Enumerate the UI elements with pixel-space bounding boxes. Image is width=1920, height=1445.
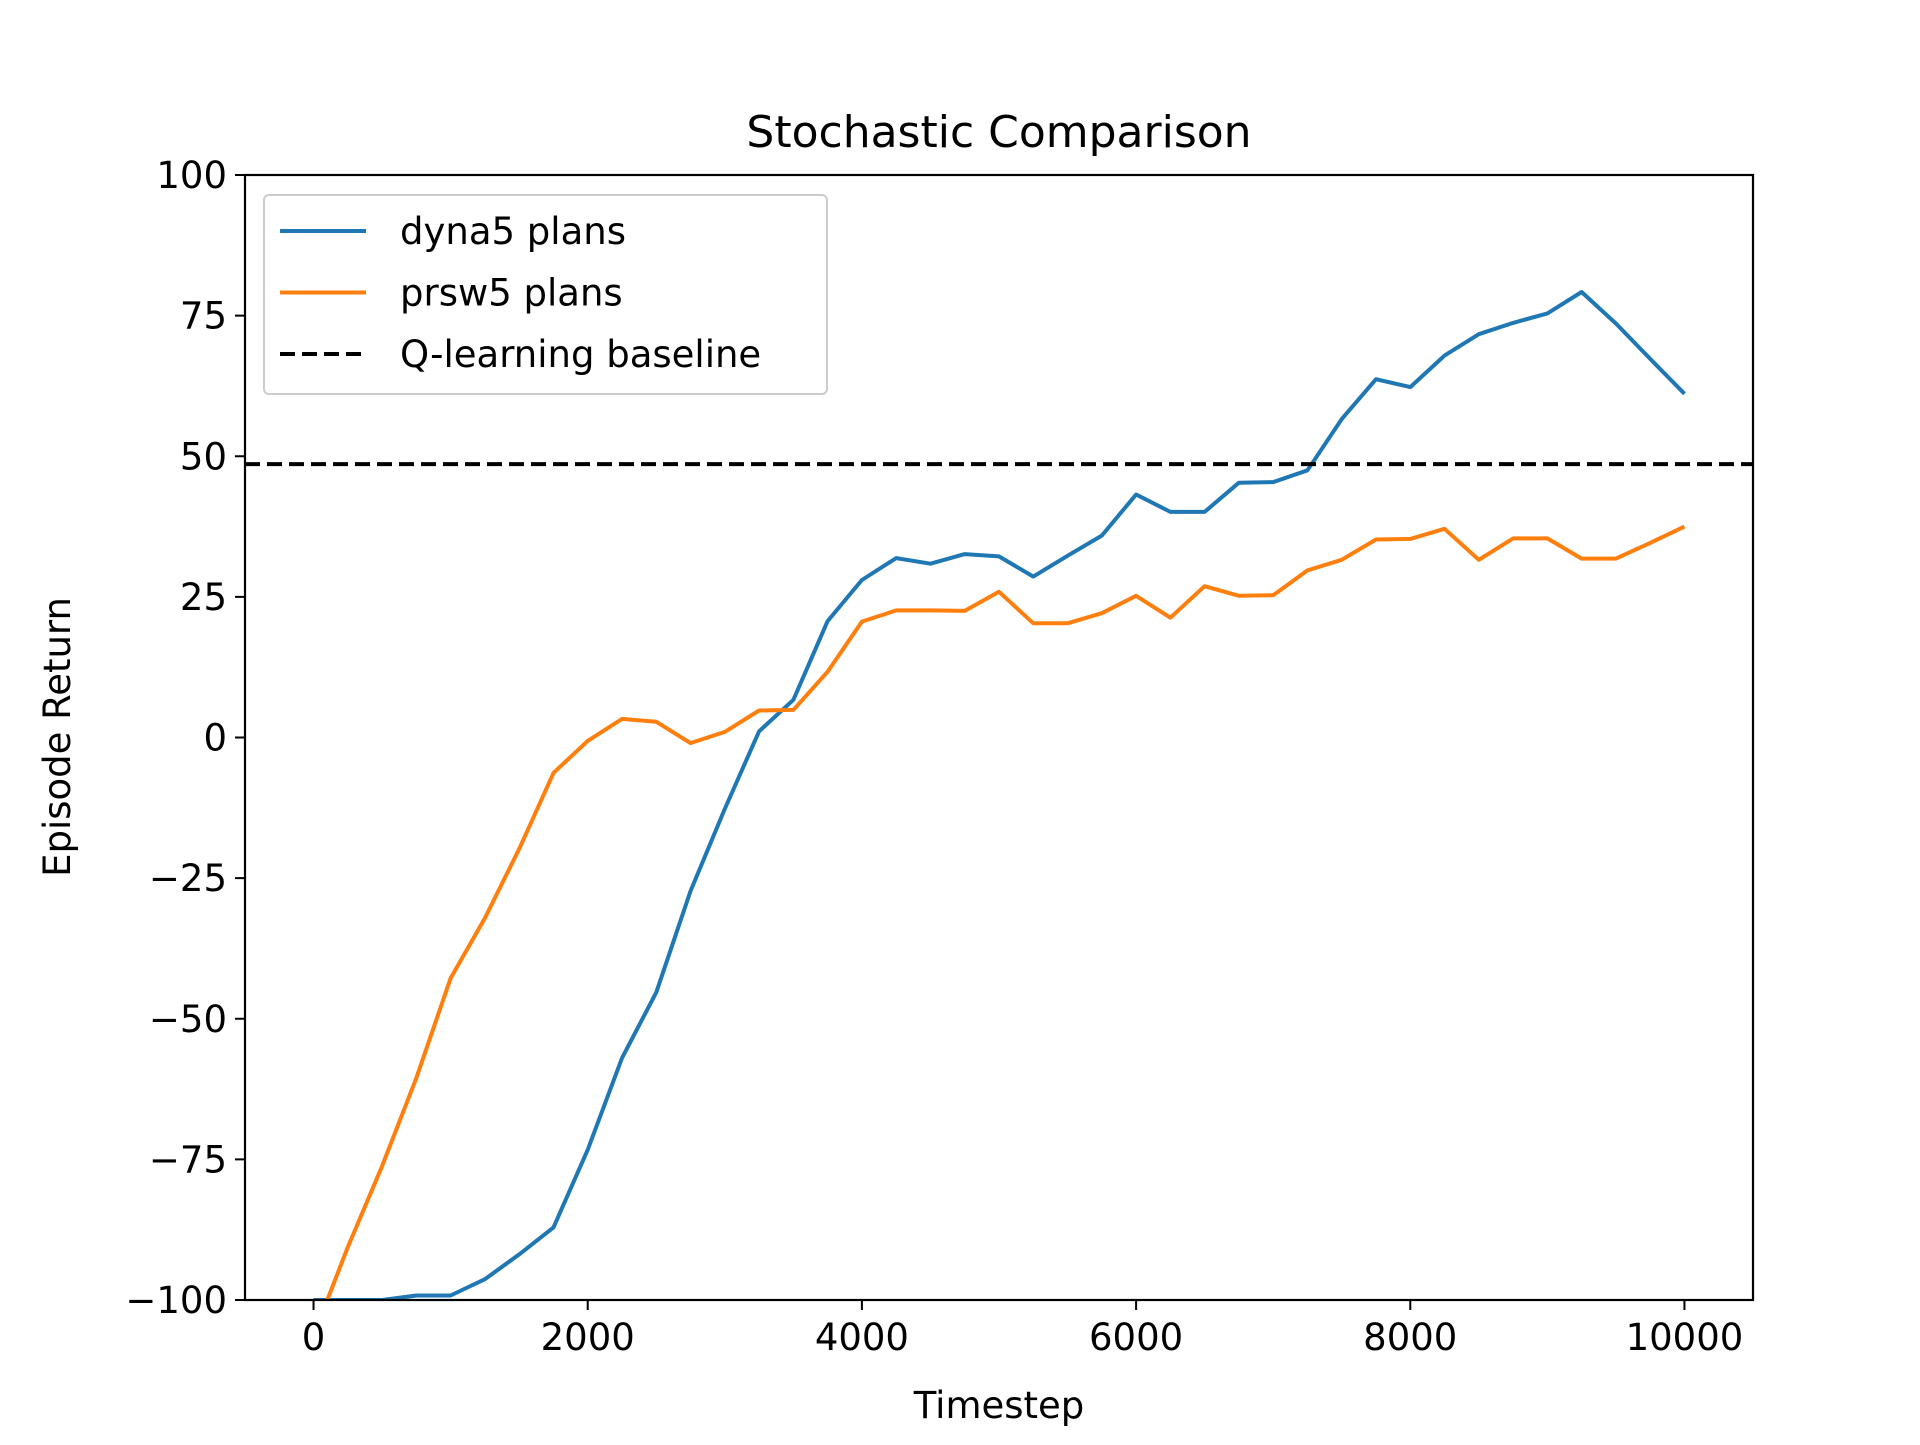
- plot-area: [245, 290, 1753, 1300]
- y-tick-label: −25: [149, 857, 227, 900]
- x-tick-label: 10000: [1626, 1316, 1744, 1359]
- chart-title: Stochastic Comparison: [746, 107, 1251, 158]
- axes-frame: [243, 173, 1755, 1302]
- legend-label-1: dyna5 plans: [400, 210, 626, 253]
- legend-label-2: prsw5 plans: [400, 272, 623, 315]
- x-tick-label: 6000: [1089, 1316, 1183, 1359]
- y-tick-label: 0: [203, 717, 227, 760]
- y-tick-label: 100: [156, 154, 227, 197]
- y-tick-label: 25: [180, 576, 227, 619]
- legend: dyna5 plans prsw5 plans Q-learning baselin…: [263, 194, 828, 395]
- y-tick-label: −50: [149, 998, 227, 1041]
- y-axis-label: Episode Return: [36, 597, 79, 877]
- series-line-2: [325, 524, 1686, 1300]
- series-line-1: [313, 290, 1686, 1300]
- x-tick-label: 8000: [1363, 1316, 1457, 1359]
- x-axis-label: Timestep: [913, 1384, 1085, 1427]
- legend-box: [263, 194, 828, 395]
- y-tick-label: −100: [125, 1279, 227, 1322]
- legend-label-3: Q-learning baseline: [400, 333, 761, 376]
- x-tick-label: 0: [302, 1316, 326, 1359]
- y-tick-label: 75: [180, 295, 227, 338]
- y-tick-label: 50: [180, 435, 227, 478]
- x-tick-label: 4000: [815, 1316, 909, 1359]
- axes: 0 2000 4000 6000 8000 10000 −100 −75 −50 −25 0 25 50…: [125, 154, 1743, 1359]
- x-tick-label: 2000: [541, 1316, 635, 1359]
- y-tick-label: −75: [149, 1138, 227, 1181]
